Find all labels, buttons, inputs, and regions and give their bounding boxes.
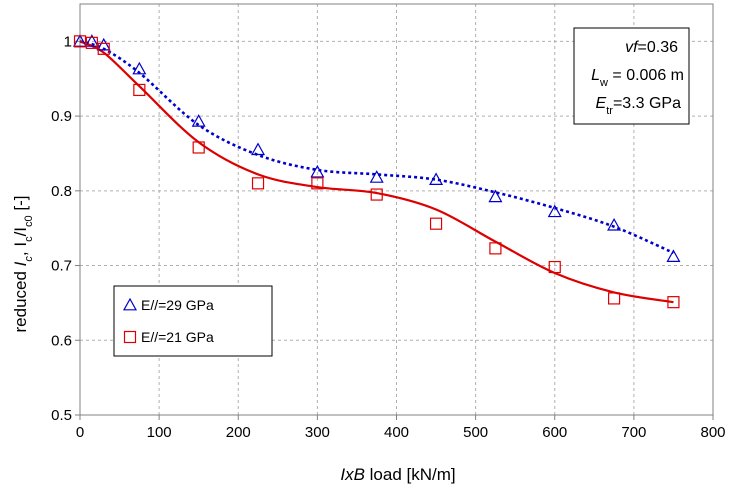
svg-text:Etr=3.3 GPa: Etr=3.3 GPa <box>596 95 682 117</box>
x-tick-label: 300 <box>305 424 330 441</box>
data-point-series-1 <box>84 34 99 47</box>
data-point-series-2 <box>85 36 98 49</box>
y-axis-label: reduced Ic, Ic/Ic0 [-] <box>11 196 35 333</box>
data-point-series-1 <box>72 34 88 47</box>
data-point-series-2 <box>548 260 561 274</box>
y-tick-label: 0.9 <box>51 108 72 125</box>
data-point-series-1 <box>547 204 562 218</box>
data-point-series-1 <box>666 249 681 262</box>
x-tick-label: 700 <box>621 424 646 441</box>
legend-label-series-1: E//=29 GPa <box>141 297 214 313</box>
x-tick-label: 200 <box>226 424 251 441</box>
tick-labels: 0.5 0.6 0.7 0.8 0.9 1 0 100 200 300 400 500 600 700 80… <box>51 33 725 441</box>
parameter-annotation: vf=0.36 Lw = 0.006 m Etr=3.3 GPa <box>573 27 690 125</box>
legend-marker-series-1 <box>122 297 138 311</box>
data-point-series-2 <box>133 83 146 97</box>
legend-label-series-2: E//=21 GPa <box>141 329 214 345</box>
data-point-series-1 <box>96 37 111 51</box>
data-markers <box>72 34 681 309</box>
plot-frame <box>79 3 714 416</box>
y-tick-label: 0.5 <box>51 407 72 424</box>
svg-text:Lw = 0.006 m: Lw = 0.006 m <box>591 67 684 89</box>
svg-text:vf=0.36: vf=0.36 <box>625 39 678 56</box>
x-axis-label: IxB load [kN/m] <box>340 465 455 484</box>
data-point-series-2 <box>311 177 324 190</box>
x-tick-label: 0 <box>76 424 84 441</box>
legend: E//=29 GPa E//=21 GPa <box>113 285 273 357</box>
data-point-series-1 <box>607 217 622 231</box>
data-point-series-2 <box>607 292 621 305</box>
data-point-series-1 <box>132 61 147 75</box>
y-tick-label: 0.7 <box>51 258 72 275</box>
data-point-series-2 <box>370 188 383 201</box>
data-point-series-2 <box>429 217 443 230</box>
data-point-series-2 <box>667 296 680 309</box>
x-tick-label: 500 <box>463 424 488 441</box>
data-point-series-1 <box>488 189 503 203</box>
x-tick-label: 400 <box>384 424 409 441</box>
x-tick-label: 600 <box>542 424 567 441</box>
data-point-series-2 <box>251 177 265 190</box>
x-tick-label: 800 <box>700 424 725 441</box>
fit-line-series-1 <box>79 40 674 255</box>
data-point-series-1 <box>369 170 384 183</box>
data-point-series-1 <box>191 114 206 127</box>
y-tick-label: 0.6 <box>51 332 72 349</box>
data-point-series-1 <box>251 142 266 156</box>
y-tick-label: 0.8 <box>51 183 72 200</box>
data-point-series-1 <box>429 172 444 186</box>
y-tick-label: 1 <box>64 33 72 50</box>
data-point-series-2 <box>192 141 205 154</box>
legend-marker-series-2 <box>123 330 137 344</box>
x-tick-label: 100 <box>147 424 172 441</box>
data-point-series-2 <box>97 42 110 55</box>
data-point-series-2 <box>73 35 87 48</box>
data-point-series-2 <box>489 242 502 255</box>
data-point-series-1 <box>310 164 325 178</box>
